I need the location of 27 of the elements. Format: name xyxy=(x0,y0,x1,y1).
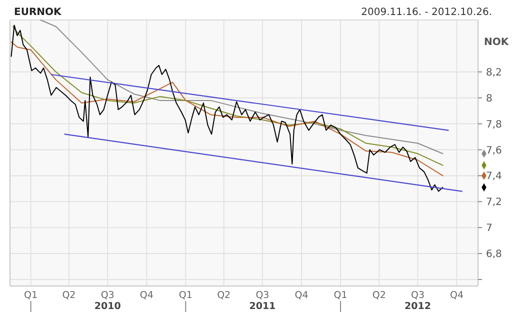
chart-subtitle: 2009.11.16. - 2012.10.26. xyxy=(361,7,492,18)
y-tick-label: 8 xyxy=(486,93,492,104)
x-tick-label: Q4 xyxy=(294,290,308,301)
y-tick-label: 7,4 xyxy=(486,171,502,182)
y-tick-label: 7 xyxy=(486,223,492,234)
x-tick-label: Q2 xyxy=(372,290,386,301)
y-tick-label: 6,8 xyxy=(486,249,502,260)
x-tick-label: Q3 2012 xyxy=(404,290,431,312)
x-tick-label: Q1 xyxy=(334,290,348,301)
x-tick-label: Q4 xyxy=(450,290,464,301)
x-tick-label: Q1 xyxy=(24,290,38,301)
y-tick-label: 7,6 xyxy=(486,145,502,156)
line-series xyxy=(40,20,444,154)
y-axis-title: NOK xyxy=(484,37,510,48)
y-tick-label: 8,2 xyxy=(486,67,502,78)
x-tick-label: Q1 xyxy=(178,290,192,301)
line-series xyxy=(10,24,444,192)
x-tick-label: Q3 2010 xyxy=(94,290,122,312)
y-tick-label: 7,8 xyxy=(486,119,502,130)
line-series xyxy=(10,42,444,176)
x-tick-label: Q2 xyxy=(217,290,231,301)
chart-title: EURNOK xyxy=(14,7,63,18)
x-tick-label: Q2 xyxy=(62,290,76,301)
line-series xyxy=(12,26,444,166)
x-tick-label: Q4 xyxy=(140,290,154,301)
x-tick-label: Q3 2011 xyxy=(249,290,276,312)
y-tick-label: 7,2 xyxy=(486,197,502,208)
